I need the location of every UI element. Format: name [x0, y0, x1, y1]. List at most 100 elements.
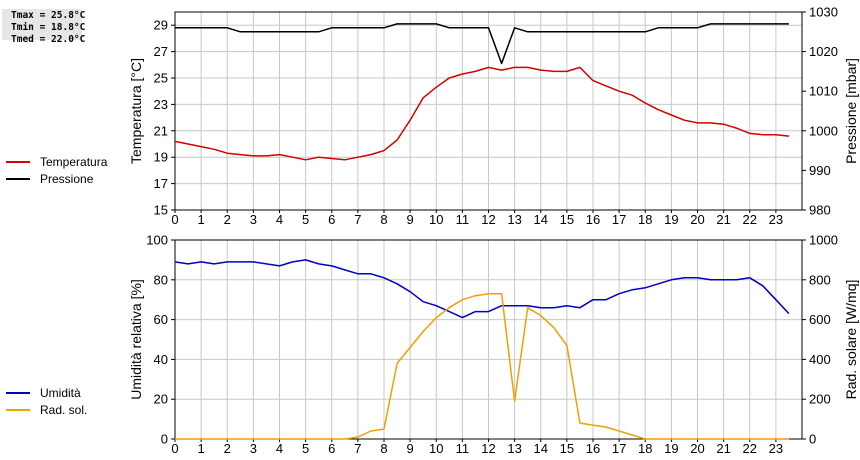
y-left-tick-label: 60 [154, 312, 168, 327]
y-right-tick-label: 1000 [809, 123, 838, 138]
legend-item-rad: Rad. sol. [6, 401, 87, 418]
y-left-tick-label: 29 [154, 18, 168, 33]
x-tick-label: 18 [638, 212, 652, 227]
series-line-temperatura [174, 66, 789, 161]
plot-frame [174, 239, 803, 440]
x-tick-label: 22 [743, 212, 757, 227]
stat-tmed: Tmed = 22.0°C [11, 34, 86, 45]
x-tick-label: 1 [198, 441, 205, 456]
legend-label-pressione: Pressione [40, 171, 94, 186]
legend-label-rad: Rad. sol. [40, 402, 88, 417]
legend-bottom: Umidità Rad. sol. [6, 384, 87, 418]
y-left-tick-label: 15 [154, 203, 168, 218]
x-tick-label: 12 [481, 441, 495, 456]
x-tick-label: 1 [198, 212, 205, 227]
x-tick-label: 22 [743, 441, 757, 456]
y-left-tick-label: 17 [154, 176, 168, 191]
x-tick-label: 15 [560, 441, 574, 456]
x-tick-label: 3 [250, 212, 257, 227]
x-tick-label: 3 [250, 441, 257, 456]
x-tick-label: 13 [507, 441, 521, 456]
x-tick-label: 15 [560, 212, 574, 227]
y-right-tick-label: 800 [809, 272, 831, 287]
y-right-tick-label: 1000 [809, 233, 838, 248]
stat-tmax: Tmax = 25.8°C [11, 10, 86, 21]
y-left-tick-label: 20 [154, 392, 168, 407]
y-left-tick-label: 21 [154, 123, 168, 138]
x-tick-label: 14 [534, 212, 548, 227]
series-line-rad-sol [175, 292, 789, 440]
y-right-tick-label: 200 [809, 392, 831, 407]
x-tick-label: 0 [171, 212, 178, 227]
legend-swatch-temperatura [6, 160, 30, 163]
x-tick-label: 14 [534, 441, 548, 456]
y-left-tick-label: 23 [154, 97, 168, 112]
stats-box: Tmax = 25.8°C Tmin = 18.8°C Tmed = 22.0°… [2, 9, 86, 45]
legend-item-umidita: Umidità [6, 384, 87, 401]
x-tick-label: 10 [429, 441, 443, 456]
y-left-tick-label: 27 [154, 44, 168, 59]
x-tick-label: 0 [171, 441, 178, 456]
x-tick-label: 16 [586, 441, 600, 456]
x-tick-label: 8 [380, 212, 387, 227]
x-tick-label: 18 [638, 441, 652, 456]
y-left-tick-label: 0 [161, 432, 168, 447]
legend-label-temperatura: Temperatura [40, 154, 108, 169]
x-tick-label: 19 [664, 212, 678, 227]
x-tick-label: 5 [302, 441, 309, 456]
legend-swatch-umidita [6, 391, 30, 394]
x-tick-label: 16 [586, 212, 600, 227]
x-tick-label: 19 [664, 441, 678, 456]
y-left-axis-label: Temperatura [°C] [128, 58, 144, 164]
y-left-tick-label: 80 [154, 272, 168, 287]
legend-item-temperatura: Temperatura [6, 153, 107, 170]
x-tick-label: 2 [224, 212, 231, 227]
y-right-tick-label: 600 [809, 312, 831, 327]
y-left-tick-label: 19 [154, 150, 168, 165]
x-tick-label: 8 [380, 441, 387, 456]
x-tick-label: 17 [612, 441, 626, 456]
x-tick-label: 11 [456, 212, 470, 227]
x-tick-label: 23 [769, 212, 783, 227]
y-right-tick-label: 400 [809, 352, 831, 367]
x-tick-label: 4 [276, 441, 283, 456]
legend-item-pressione: Pressione [6, 170, 107, 187]
y-right-tick-label: 0 [809, 432, 816, 447]
plot-frame [174, 11, 803, 211]
series-line-pressione [175, 23, 789, 65]
y-left-axis-label: Umidità relativa [%] [128, 279, 144, 400]
x-tick-label: 6 [328, 212, 335, 227]
y-right-tick-label: 1020 [809, 44, 838, 59]
y-right-axis-label: Pressione [mbar] [843, 58, 859, 164]
x-tick-label: 5 [302, 212, 309, 227]
y-left-tick-label: 100 [146, 233, 168, 248]
x-tick-label: 12 [481, 212, 495, 227]
x-tick-label: 20 [690, 212, 704, 227]
x-tick-label: 21 [716, 441, 730, 456]
x-tick-label: 7 [354, 441, 361, 456]
x-tick-label: 20 [690, 441, 704, 456]
legend-top: Temperatura Pressione [6, 153, 107, 187]
x-tick-label: 7 [354, 212, 361, 227]
x-tick-label: 4 [276, 212, 283, 227]
y-right-tick-label: 980 [809, 203, 831, 218]
x-tick-label: 21 [716, 212, 730, 227]
x-tick-label: 17 [612, 212, 626, 227]
y-left-tick-label: 40 [154, 352, 168, 367]
y-right-axis-label: Rad. solare [W/mq] [843, 280, 859, 400]
series-line-umidita [174, 259, 790, 319]
x-tick-label: 9 [407, 212, 414, 227]
y-left-tick-label: 25 [154, 71, 168, 86]
x-tick-label: 13 [507, 212, 521, 227]
x-tick-label: 2 [224, 441, 231, 456]
legend-label-umidita: Umidità [40, 385, 81, 400]
x-tick-label: 10 [429, 212, 443, 227]
x-tick-label: 9 [407, 441, 414, 456]
legend-swatch-pressione [6, 177, 30, 180]
stat-tmin: Tmin = 18.8°C [11, 22, 86, 33]
x-tick-label: 23 [769, 441, 783, 456]
y-right-tick-label: 1030 [809, 5, 838, 20]
